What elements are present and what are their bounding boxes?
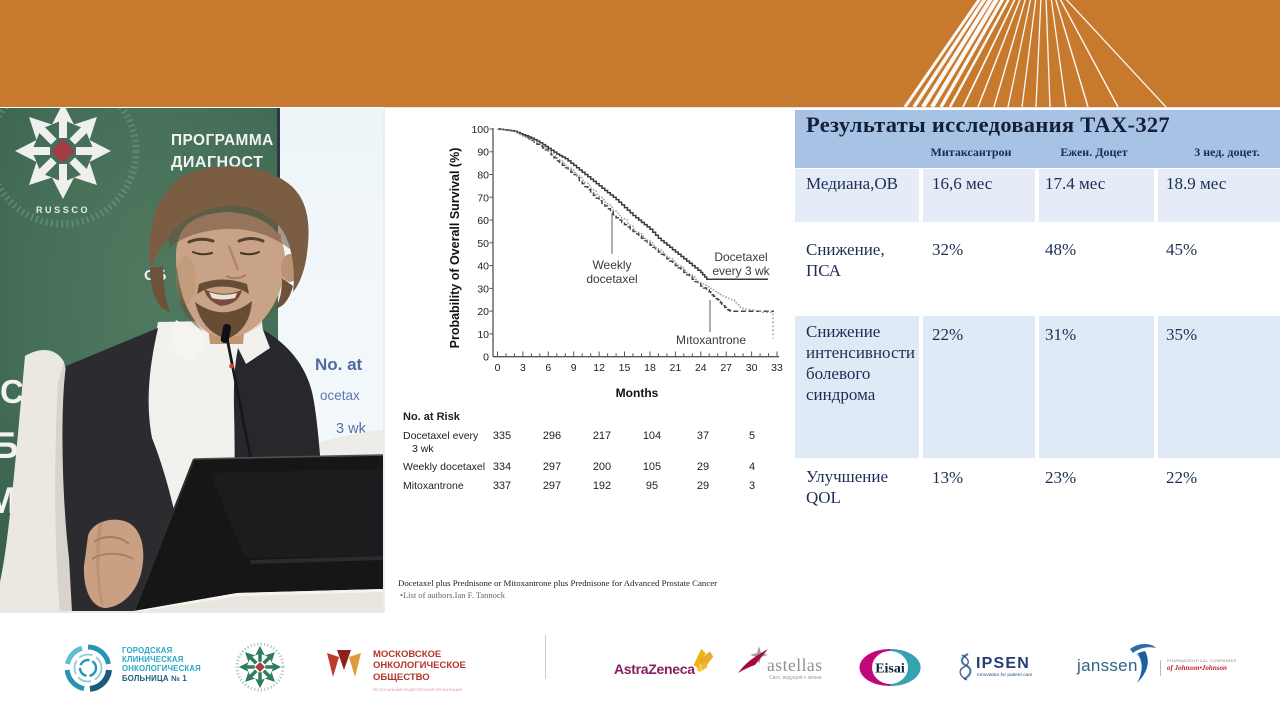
svg-text:24: 24 — [695, 362, 707, 374]
svg-text:95: 95 — [646, 480, 658, 492]
svg-text:10: 10 — [477, 329, 489, 341]
svg-text:Months: Months — [616, 386, 659, 400]
svg-text:29: 29 — [697, 480, 709, 492]
svg-text:Probability of Overall Surviva: Probability of Overall Survival (%) — [448, 148, 462, 349]
svg-text:15: 15 — [619, 362, 631, 374]
svg-text:Docetaxel plus Prednisone or M: Docetaxel plus Prednisone or Mitoxantron… — [398, 578, 717, 588]
svg-text:Eisai: Eisai — [875, 662, 905, 677]
svg-text:217: 217 — [593, 430, 611, 442]
svg-text:297: 297 — [543, 480, 561, 492]
svg-text:27: 27 — [720, 362, 732, 374]
svg-text:297: 297 — [543, 461, 561, 473]
svg-text:6: 6 — [545, 362, 551, 374]
svg-text:30: 30 — [477, 283, 489, 295]
svg-text:3 wk: 3 wk — [336, 421, 367, 437]
svg-text:3: 3 — [749, 480, 755, 492]
svg-text:every 3 wk: every 3 wk — [712, 264, 770, 278]
svg-text:ocetax: ocetax — [320, 388, 360, 403]
svg-text:5: 5 — [749, 430, 755, 442]
svg-text:No. at: No. at — [315, 355, 363, 374]
svg-text:29: 29 — [697, 461, 709, 473]
svg-text:33: 33 — [771, 362, 783, 374]
svg-text:50: 50 — [477, 238, 489, 250]
svg-text:296: 296 — [543, 430, 561, 442]
svg-text:3: 3 — [520, 362, 526, 374]
svg-text:200: 200 — [593, 461, 611, 473]
svg-text:337: 337 — [493, 480, 511, 492]
svg-text:4: 4 — [749, 461, 755, 473]
svg-text:40: 40 — [477, 261, 489, 273]
svg-text:ПРОГРАММА: ПРОГРАММА — [171, 132, 274, 149]
svg-text:Mitoxantrone: Mitoxantrone — [403, 480, 464, 492]
svg-text:104: 104 — [643, 430, 661, 442]
svg-text:•List of authors.Ian F. Tannoc: •List of authors.Ian F. Tannock — [400, 590, 506, 600]
svg-text:100: 100 — [471, 124, 489, 136]
svg-text:90: 90 — [477, 147, 489, 159]
svg-text:docetaxel: docetaxel — [586, 272, 637, 286]
svg-text:Б: Б — [0, 425, 19, 466]
svg-text:21: 21 — [670, 362, 682, 374]
svg-text:70: 70 — [477, 192, 489, 204]
svg-text:335: 335 — [493, 430, 511, 442]
svg-text:Docetaxel every: Docetaxel every — [403, 430, 479, 442]
svg-text:192: 192 — [593, 480, 611, 492]
svg-text:Docetaxel: Docetaxel — [714, 250, 767, 264]
svg-text:334: 334 — [493, 461, 511, 473]
svg-text:18: 18 — [644, 362, 656, 374]
svg-text:0: 0 — [495, 362, 501, 374]
svg-text:80: 80 — [477, 170, 489, 182]
svg-text:3 wk: 3 wk — [412, 443, 434, 455]
svg-text:105: 105 — [643, 461, 661, 473]
svg-text:0: 0 — [483, 352, 489, 364]
svg-text:Mıtoxantrone: Mıtoxantrone — [676, 333, 746, 347]
svg-text:9: 9 — [571, 362, 577, 374]
svg-text:60: 60 — [477, 215, 489, 227]
svg-text:30: 30 — [746, 362, 758, 374]
svg-text:Weekly docetaxel: Weekly docetaxel — [403, 461, 485, 473]
svg-text:RUSSCO: RUSSCO — [36, 205, 90, 215]
svg-text:37: 37 — [697, 430, 709, 442]
svg-text:Weekly: Weekly — [592, 258, 631, 272]
svg-text:20: 20 — [477, 306, 489, 318]
svg-text:No. at Risk: No. at Risk — [403, 411, 461, 423]
svg-text:12: 12 — [593, 362, 605, 374]
